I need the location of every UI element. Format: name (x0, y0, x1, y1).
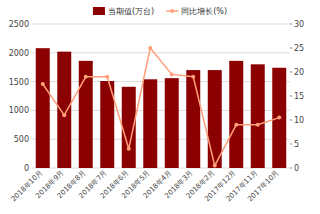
legend-label: 同比增长(%) (181, 7, 227, 16)
bar (143, 79, 157, 168)
legend-item: 同比增长(%) (166, 7, 227, 16)
legend-swatch-marker (170, 9, 174, 13)
bar (186, 70, 200, 168)
line-marker (234, 123, 238, 127)
y-tick-label: 1000 (9, 106, 29, 115)
bar (208, 70, 222, 168)
y2-tick (290, 120, 292, 121)
y2-tick-label: 15 (294, 92, 304, 101)
line-marker (148, 46, 152, 50)
line-marker (213, 164, 217, 168)
line-marker (105, 75, 109, 79)
line (43, 48, 280, 166)
bar (57, 52, 71, 168)
line-marker (41, 82, 45, 86)
y2-tick-label: 20 (294, 68, 304, 77)
y2-tick (290, 24, 292, 25)
y-tick-label: 1500 (9, 78, 29, 87)
y2-tick (290, 96, 292, 97)
line-marker (170, 72, 174, 76)
x-tick-label: 2017年10月 (246, 169, 280, 203)
legend: 当期值(万台) 同比增长(%) (93, 7, 227, 16)
y-tick-label: 2000 (9, 49, 29, 58)
line-marker (256, 123, 260, 127)
line-marker (277, 116, 281, 120)
y2-tick (290, 72, 292, 73)
bar (165, 78, 179, 168)
bar (251, 64, 265, 168)
y2-tick (290, 168, 292, 169)
y-tick-label: 500 (14, 135, 29, 144)
grid-line (32, 24, 290, 25)
bar (36, 48, 50, 168)
y2-tick (290, 48, 292, 49)
bar (229, 61, 243, 168)
plot-area (36, 46, 286, 168)
y2-tick-label: 0 (294, 164, 299, 173)
chart: 050010001500200025000510152025302018年10月… (0, 0, 320, 214)
y2-tick-label: 30 (294, 20, 304, 29)
y2-tick-label: 25 (294, 44, 304, 53)
y2-tick-label: 10 (294, 116, 304, 125)
axes: 050010001500200025000510152025302018年10月… (9, 20, 305, 203)
y-tick-label: 2500 (9, 20, 29, 29)
line-marker (62, 113, 66, 117)
y2-tick (290, 144, 292, 145)
y-tick-label: 0 (24, 164, 29, 173)
line-marker (84, 75, 88, 79)
y2-tick-label: 5 (294, 140, 299, 149)
legend-swatch (93, 7, 105, 15)
bar (272, 68, 286, 168)
legend-label: 当期值(万台) (108, 7, 154, 16)
legend-item: 当期值(万台) (93, 7, 154, 16)
line-marker (191, 75, 195, 79)
line-marker (127, 147, 131, 151)
